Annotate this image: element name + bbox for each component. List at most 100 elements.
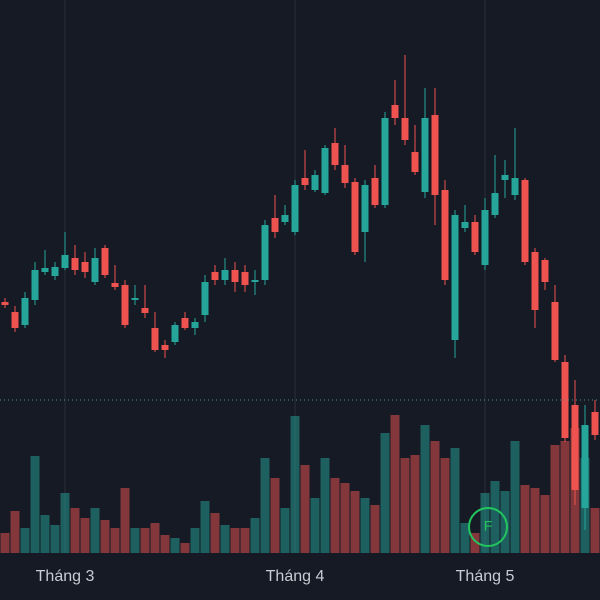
candle-body <box>101 248 109 275</box>
event-marker <box>468 507 508 547</box>
x-tick-label: Tháng 5 <box>456 568 515 585</box>
candle-body <box>521 180 529 262</box>
volume-bar <box>130 528 140 553</box>
candle-body <box>51 267 59 276</box>
candle-body <box>231 270 239 282</box>
candle-body <box>271 218 279 232</box>
volume-bar <box>460 523 470 553</box>
candle-body <box>281 215 289 222</box>
volume-bar <box>0 533 10 553</box>
volume-bar <box>230 528 240 553</box>
volume-bar <box>560 441 570 553</box>
candle-body <box>401 118 409 140</box>
volume-bar <box>590 508 600 553</box>
volume-bar <box>340 483 350 553</box>
candle-body <box>511 178 519 195</box>
candle-body <box>91 258 99 282</box>
volume-bar <box>40 515 50 553</box>
volume-bar <box>160 535 170 553</box>
candle-body <box>81 262 89 272</box>
volume-bar <box>430 441 440 553</box>
volume-bar <box>140 528 150 553</box>
volume-bar <box>510 441 520 553</box>
candle-body <box>541 260 549 282</box>
volume-bar <box>350 491 360 553</box>
volume-bar <box>260 458 270 553</box>
volume-bar <box>30 456 40 553</box>
volume-bar <box>480 493 490 553</box>
volume-bar <box>330 478 340 553</box>
volume-bar <box>520 485 530 553</box>
volume-bar <box>180 543 190 553</box>
candle-body <box>471 222 479 252</box>
candle-body <box>251 280 259 282</box>
candle-body <box>321 148 329 193</box>
volume-bar <box>540 495 550 553</box>
candle-body <box>551 302 559 360</box>
candle-body <box>181 318 189 328</box>
candle-body <box>571 405 579 490</box>
candle-body <box>431 115 439 195</box>
candle-body <box>531 252 539 310</box>
candle-body <box>351 182 359 252</box>
candle-body <box>121 285 129 325</box>
candle-body <box>211 272 219 280</box>
volume-bar <box>20 528 30 553</box>
candle-body <box>341 165 349 183</box>
volume-bar <box>150 523 160 553</box>
candle-body <box>591 412 599 435</box>
candle-body <box>461 222 469 228</box>
x-tick-label: Tháng 3 <box>36 568 95 585</box>
volume-bar <box>120 488 130 553</box>
volume-bar <box>190 528 200 553</box>
candle-body <box>201 282 209 315</box>
candle-body <box>371 178 379 205</box>
volume-bar <box>400 458 410 553</box>
candle-body <box>31 270 39 300</box>
volume-bar <box>530 488 540 553</box>
volume-bar <box>290 416 300 553</box>
volume-bar <box>300 465 310 553</box>
candle-body <box>141 308 149 313</box>
candle-body <box>361 185 369 232</box>
candle-body <box>331 143 339 165</box>
candle-body <box>491 193 499 215</box>
candle-body <box>131 298 139 300</box>
volume-bar <box>440 458 450 553</box>
candle-body <box>41 268 49 272</box>
volume-bar <box>360 498 370 553</box>
volume-bar <box>80 518 90 553</box>
volume-bar <box>210 513 220 553</box>
volume-bar <box>50 525 60 553</box>
candle-body <box>441 190 449 280</box>
volume-bar <box>280 508 290 553</box>
volume-bar <box>100 520 110 553</box>
candle-body <box>481 210 489 265</box>
candle-body <box>221 270 229 280</box>
candle-body <box>171 325 179 342</box>
candle-body <box>71 258 79 270</box>
candle-body <box>581 425 589 508</box>
candle-body <box>291 185 299 232</box>
candle-body <box>501 175 509 180</box>
volume-bar <box>250 518 260 553</box>
volume-bar <box>390 415 400 553</box>
volume-bar <box>270 478 280 553</box>
volume-bar <box>220 525 230 553</box>
volume-bar <box>70 508 80 553</box>
volume-bar <box>470 533 480 553</box>
volume-bar <box>320 458 330 553</box>
volume-bar <box>10 511 20 553</box>
volume-bar <box>370 505 380 553</box>
volume-bar <box>500 491 510 553</box>
candle-body <box>451 215 459 340</box>
candle-body <box>111 283 119 287</box>
candle-body <box>391 105 399 118</box>
volume-bar <box>490 481 500 553</box>
candle-body <box>311 175 319 190</box>
volume-bar <box>450 448 460 553</box>
candle-body <box>61 255 69 268</box>
event-label: F <box>484 518 493 534</box>
